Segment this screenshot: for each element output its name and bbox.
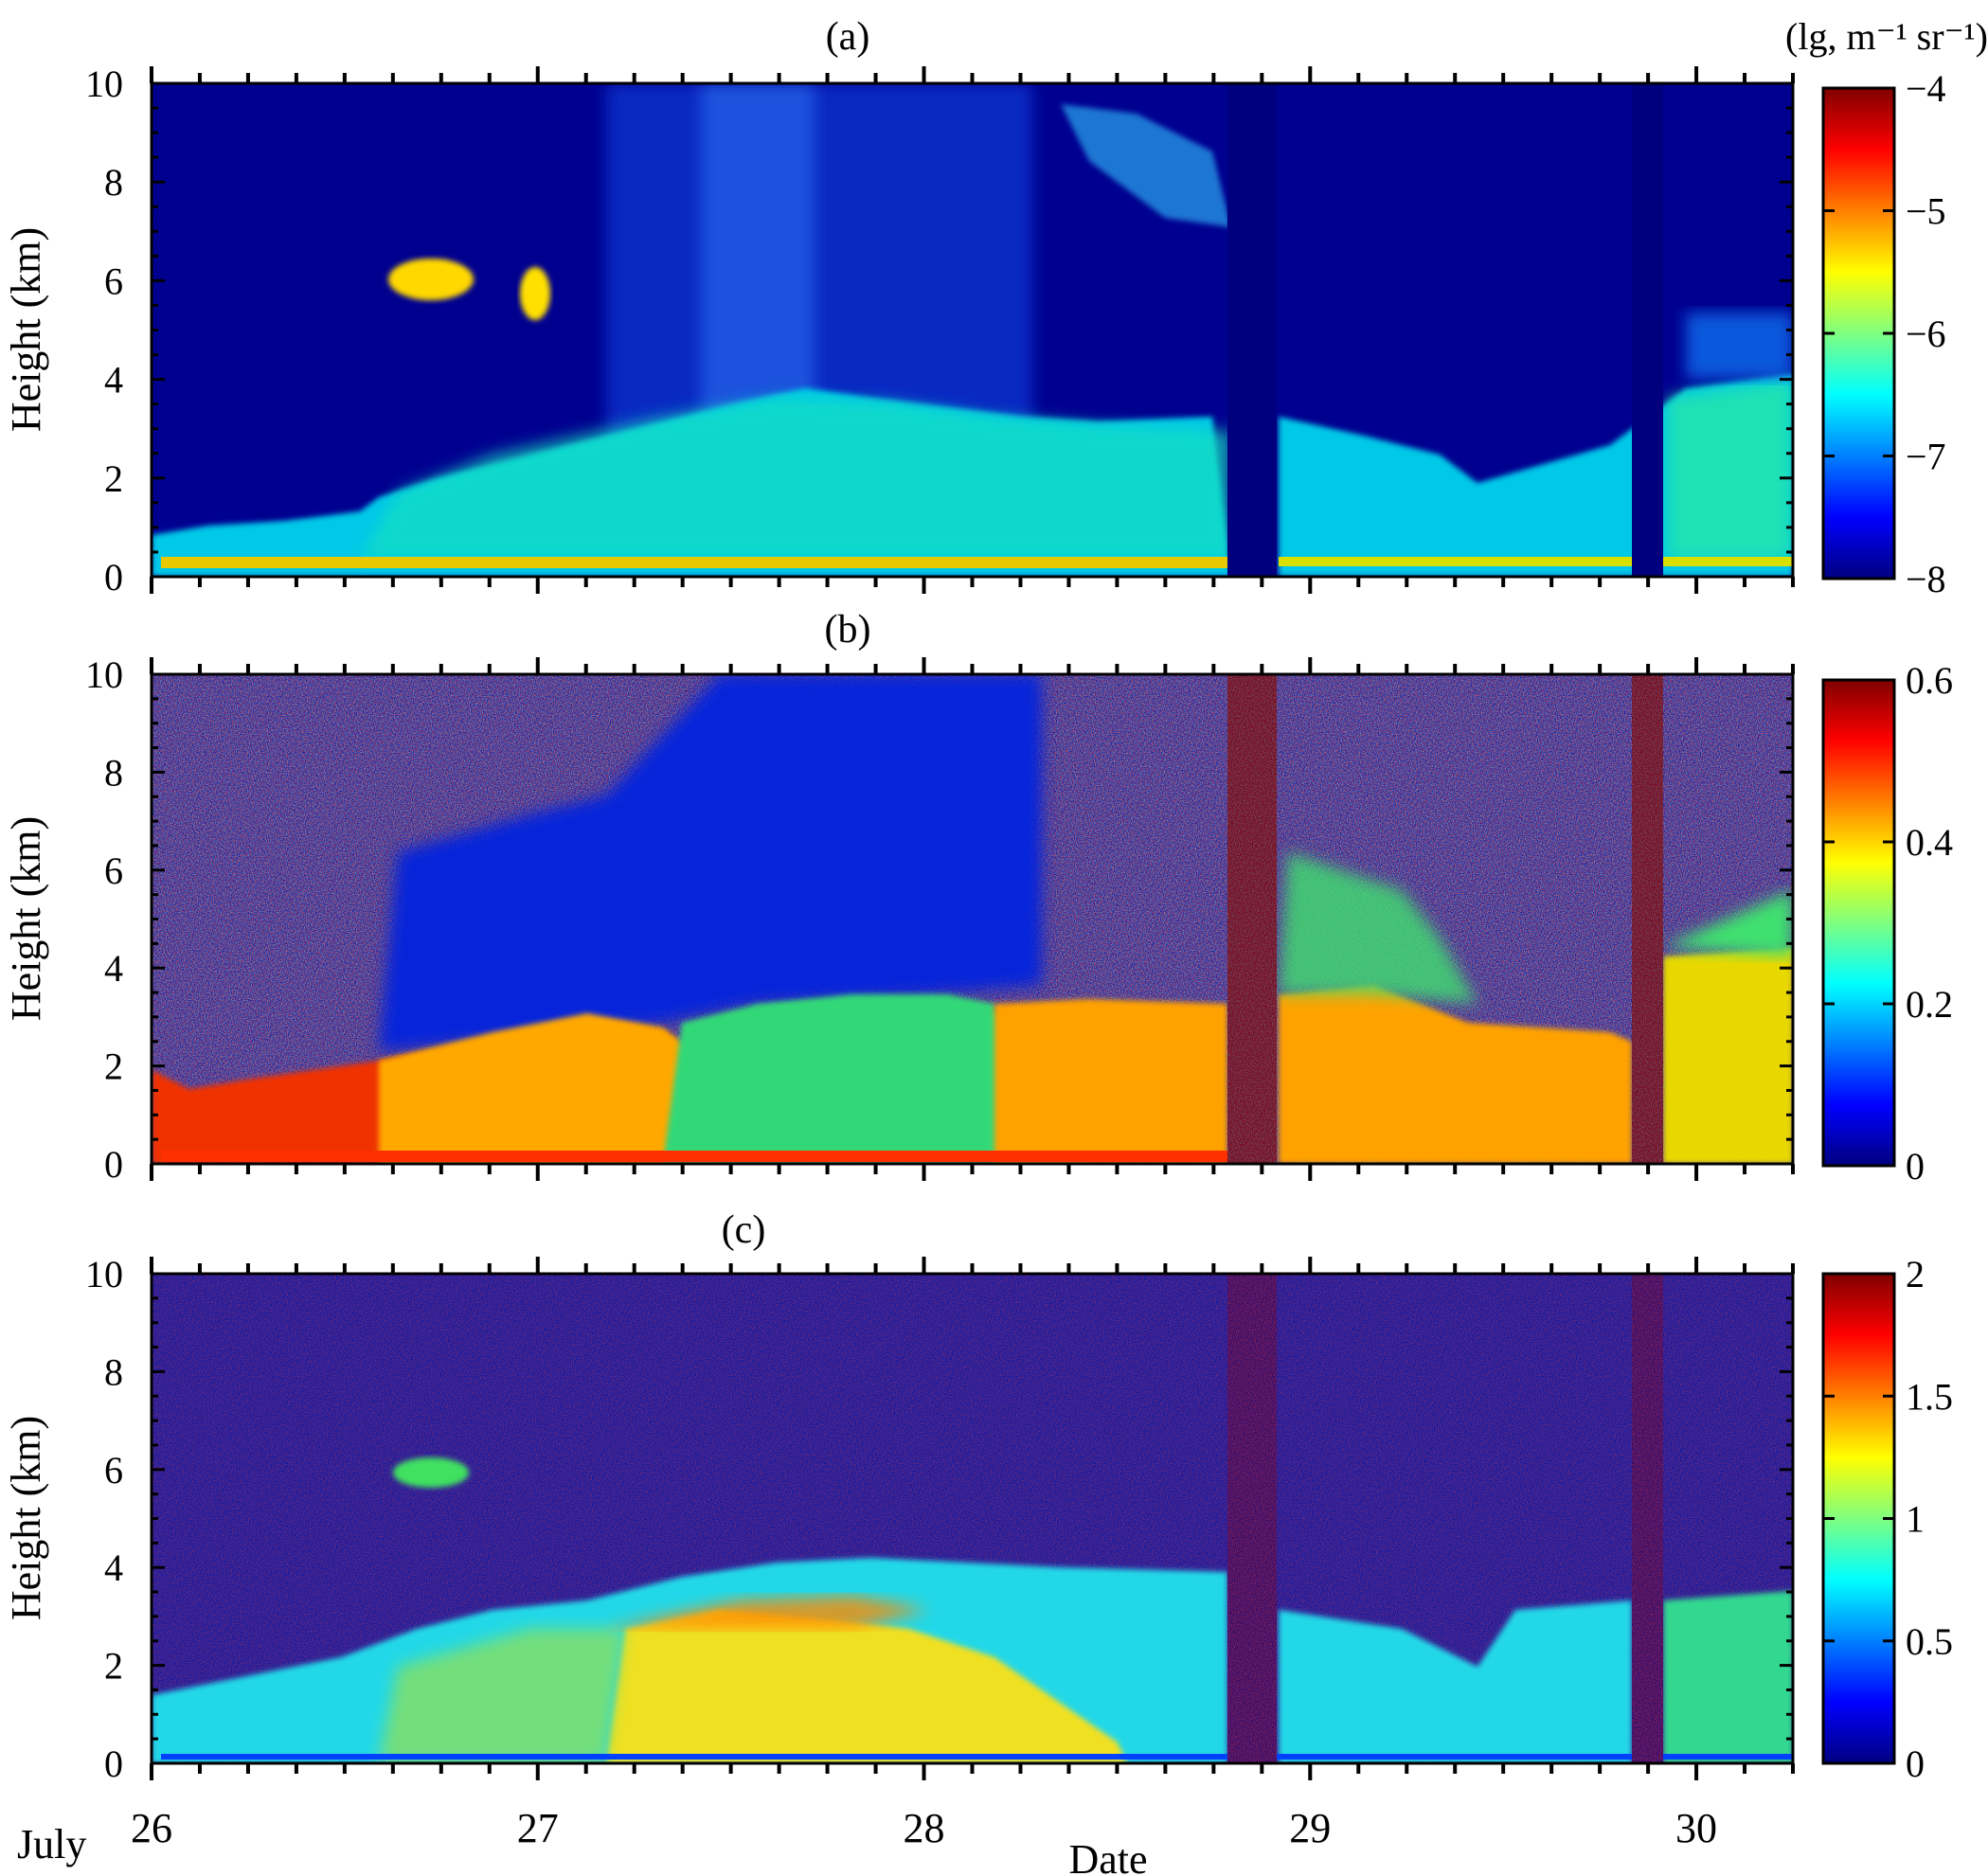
panel-c-colorbar [1821, 1272, 1896, 1765]
tick-layer: 0246810−8−7−6−5−4024681000.20.40.6024681… [85, 63, 1953, 1851]
panel-a-ytick-label: 4 [104, 359, 123, 402]
panel-b-colorbar-tick: 0.6 [1906, 659, 1953, 702]
panel-c-ytick-label: 8 [104, 1350, 123, 1393]
panel-b-heatmap [152, 674, 1793, 1164]
xtick-label: 27 [517, 1805, 559, 1851]
panel-b-ytick-label: 2 [104, 1045, 123, 1088]
panel-a-title: (a) [826, 15, 870, 59]
panel-a-gap-1 [1227, 83, 1277, 577]
panel-b-colorbar [1821, 678, 1896, 1168]
panel-b-ytick-label: 6 [104, 849, 123, 892]
panel-c: (c) [150, 1208, 1896, 1765]
panel-b-colorbar-tick: 0.2 [1906, 983, 1953, 1026]
panel-c-colorbar-tick: 0 [1906, 1742, 1925, 1785]
panel-c-ytick-label: 4 [104, 1546, 123, 1589]
panel-c-ytick-label: 10 [85, 1253, 123, 1295]
panel-c-ytick-label: 0 [104, 1742, 123, 1785]
x-prefix-label: July [17, 1821, 86, 1867]
panel-a-heatmap [152, 83, 1793, 577]
panel-a-colorbar-tick: −8 [1906, 558, 1946, 600]
panel-a: (a) (lg, m⁻¹ sr⁻¹) [150, 15, 1988, 581]
panel-a-ytick-label: 10 [85, 63, 123, 105]
xtick-label: 26 [131, 1805, 172, 1851]
panel-b-colorbar-tick: 0.4 [1906, 821, 1953, 864]
panel-b: (b) [150, 608, 1896, 1168]
panel-c-ylabel: Height (km) [3, 1416, 49, 1620]
xtick-label: 28 [904, 1805, 945, 1851]
panel-a-colorbar-unit: (lg, m⁻¹ sr⁻¹) [1785, 15, 1988, 58]
panel-a-ytick-label: 0 [104, 556, 123, 599]
panel-c-heatmap [152, 1274, 1793, 1763]
panel-c-ytick-label: 2 [104, 1645, 123, 1688]
panel-a-colorbar-tick: −6 [1906, 313, 1946, 355]
xtick-label: 30 [1675, 1805, 1717, 1851]
panel-a-gap-2 [1632, 83, 1663, 577]
panel-c-title: (c) [722, 1208, 766, 1252]
panel-c-colorbar-tick: 1 [1906, 1498, 1925, 1541]
xtick-label: 29 [1289, 1805, 1331, 1851]
panel-b-ytick-label: 8 [104, 751, 123, 794]
panel-c-colorbar-tick: 2 [1906, 1253, 1925, 1295]
panel-a-ytick-label: 8 [104, 161, 123, 204]
panel-c-colorbar-tick: 0.5 [1906, 1620, 1953, 1663]
panel-a-ytick-label: 2 [104, 457, 123, 500]
x-axis-label: Date [1068, 1836, 1147, 1876]
panel-c-colorbar-tick: 1.5 [1906, 1375, 1953, 1418]
panel-b-ytick-label: 4 [104, 947, 123, 990]
panel-a-ytick-label: 6 [104, 259, 123, 302]
panel-a-colorbar-tick: −7 [1906, 436, 1946, 478]
panel-b-colorbar-tick: 0 [1906, 1145, 1925, 1188]
panel-b-title: (b) [825, 608, 871, 652]
panel-a-colorbar-tick: −5 [1906, 190, 1946, 233]
panel-c-ytick-label: 6 [104, 1449, 123, 1492]
panel-b-ytick-label: 10 [85, 653, 123, 696]
panel-b-ytick-label: 0 [104, 1143, 123, 1186]
panel-b-ylabel: Height (km) [3, 816, 49, 1021]
panel-a-ylabel: Height (km) [3, 227, 49, 432]
panel-a-colorbar-tick: −4 [1906, 67, 1946, 110]
